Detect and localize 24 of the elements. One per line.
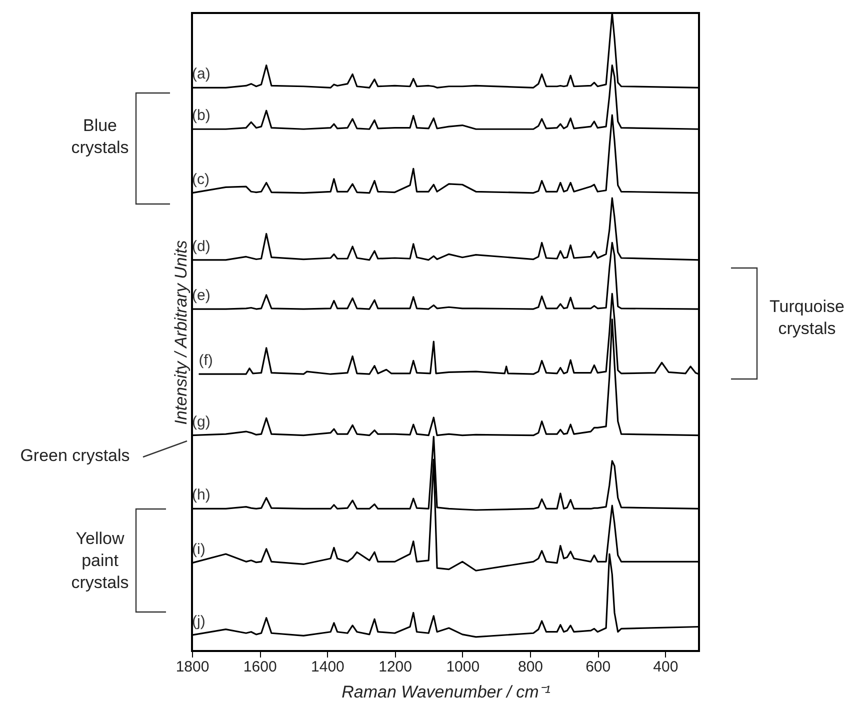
series-label: (a) xyxy=(192,66,210,83)
x-tick-label: 1400 xyxy=(311,658,344,676)
series-label: (e) xyxy=(192,287,210,304)
y-axis-title: Intensity / Arbitrary Units xyxy=(172,240,190,425)
x-tick-label: 1000 xyxy=(446,658,480,676)
x-tick-label: 1800 xyxy=(176,658,210,676)
x-tick-label: 1600 xyxy=(243,658,277,676)
x-axis-title: Raman Wavenumber / cm⁻¹ xyxy=(342,682,551,702)
text: Green crystals xyxy=(19,445,131,467)
series-label: (g) xyxy=(192,413,210,430)
series-label: (b) xyxy=(192,107,210,124)
text: Blue crystals xyxy=(70,115,130,160)
x-tick-label: 400 xyxy=(653,658,678,676)
series-label: (f) xyxy=(198,352,213,370)
series-label: (d) xyxy=(192,238,210,255)
series-label: (j) xyxy=(192,613,206,630)
x-tick-label: 1200 xyxy=(378,658,412,676)
series-label: (c) xyxy=(192,170,210,188)
x-tick-label: 800 xyxy=(518,658,544,676)
series-label: (i) xyxy=(192,540,206,558)
text: Yellow paint crystals xyxy=(70,528,130,594)
x-tick-label: 600 xyxy=(586,658,611,676)
text: Turquoise crystals xyxy=(768,296,846,340)
series-label: (h) xyxy=(192,486,210,504)
